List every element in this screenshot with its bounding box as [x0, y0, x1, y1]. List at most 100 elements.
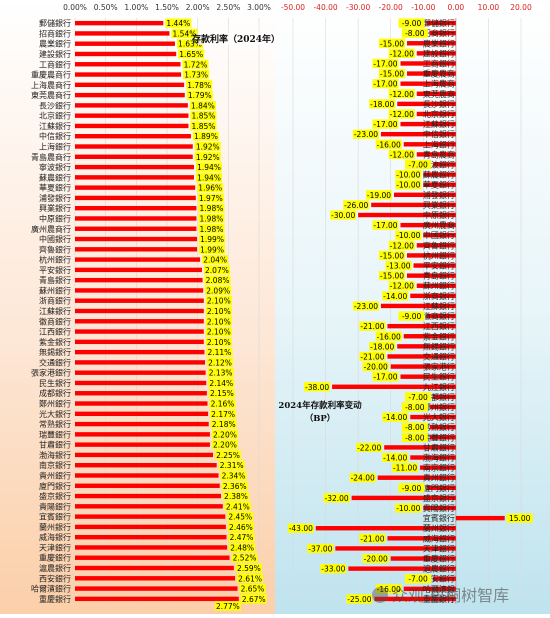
right-bar — [384, 445, 456, 450]
right-bar — [410, 455, 456, 460]
right-bar — [423, 182, 456, 187]
left-data-label-bg — [205, 306, 232, 316]
left-data-label: 2.34% — [222, 471, 246, 480]
right-category-label: 齊魯銀行 — [423, 240, 455, 250]
right-bar — [429, 30, 456, 36]
right-data-label: -38.00 — [305, 383, 329, 392]
left-category-label: 平安銀行 — [39, 265, 71, 275]
right-data-label-bg — [388, 89, 415, 99]
left-data-label: 2.17% — [211, 410, 235, 419]
right-data-label-bg — [379, 38, 405, 48]
left-data-label-bg — [195, 162, 222, 172]
right-bar — [407, 71, 456, 76]
right-data-label: -20.00 — [364, 363, 388, 372]
left-data-label-bg — [192, 131, 219, 141]
left-data-label-bg — [207, 368, 234, 378]
left-x-tick-label: 0.50% — [94, 3, 118, 12]
right-data-label-bg — [359, 321, 386, 331]
right-data-label: -15.00 — [380, 39, 404, 48]
right-data-label-bg — [388, 240, 415, 250]
left-data-label: 2.16% — [211, 400, 235, 409]
right-data-label-bg — [343, 200, 370, 210]
left-category-label: 上海銀行 — [39, 142, 71, 152]
right-data-label: -43.00 — [289, 524, 313, 533]
right-category-label: 渤海銀行 — [423, 453, 455, 463]
right-bar — [416, 283, 456, 288]
left-data-label-bg — [186, 90, 213, 100]
left-data-label: 2.77% — [216, 602, 240, 611]
left-bar — [75, 360, 206, 365]
right-category-label: 紫金銀行 — [423, 331, 455, 341]
left-category-label: 重慶銀行 — [39, 553, 71, 563]
left-data-label: 1.94% — [197, 163, 221, 172]
left-category-label: 無錫銀行 — [39, 347, 71, 357]
right-bar — [400, 121, 456, 127]
left-data-label: 1.85% — [192, 112, 216, 121]
left-bar — [75, 319, 204, 324]
right-data-label: -18.00 — [370, 342, 394, 351]
left-bar — [75, 565, 234, 571]
right-category-label: 重慶銀行 — [423, 554, 455, 564]
left-data-label: 2.18% — [212, 420, 236, 429]
left-data-label-bg — [215, 450, 241, 460]
left-bar — [75, 257, 201, 262]
right-data-label: -10.00 — [396, 504, 420, 513]
left-data-label-bg — [171, 28, 198, 39]
left-data-label-bg — [199, 244, 226, 254]
right-category-label: 貴州銀行 — [423, 473, 455, 483]
left-category-label: 杭州銀行 — [39, 255, 71, 265]
left-category-label: 郵儲銀行 — [39, 18, 71, 28]
right-data-label: -21.00 — [360, 352, 384, 361]
right-data-label: -19.00 — [367, 191, 391, 200]
left-bar — [75, 134, 191, 139]
left-data-label: 1.92% — [196, 143, 220, 152]
left-category-label: 江蘇銀行 — [39, 121, 71, 131]
left-data-label: 2.31% — [220, 461, 244, 470]
right-category-label: 江蘇銀行 — [423, 301, 455, 311]
right-data-label-bg — [352, 301, 379, 311]
right-data-label: -14.00 — [383, 292, 407, 301]
right-data-label: -20.00 — [364, 555, 388, 564]
left-bar — [75, 277, 203, 283]
right-data-label: -12.00 — [390, 110, 414, 119]
left-category-label: 中國銀行 — [39, 234, 71, 244]
left-x-tick-label: 2.00% — [186, 3, 210, 12]
left-category-label: 渤海銀行 — [39, 450, 71, 460]
right-data-label: -24.00 — [351, 474, 375, 483]
left-category-label: 哈爾濱銀行 — [31, 584, 71, 594]
left-data-label-bg — [197, 183, 224, 193]
right-data-label: -7.00 — [408, 393, 428, 402]
left-data-label: 2.38% — [224, 492, 248, 501]
left-data-label-bg — [178, 49, 205, 59]
left-data-label: 2.61% — [238, 574, 262, 583]
left-category-label: 中原銀行 — [39, 213, 71, 223]
right-data-label-bg — [346, 594, 373, 604]
right-bar — [387, 536, 456, 541]
right-x-tick-label: -40.00 — [313, 3, 337, 12]
left-data-label-bg — [198, 213, 225, 224]
left-category-label: 中信銀行 — [39, 131, 71, 141]
right-data-label-bg — [379, 68, 405, 79]
left-bar — [75, 493, 221, 499]
left-bar — [75, 62, 181, 67]
left-data-label-bg — [165, 18, 192, 28]
right-category-label: 青島農商 — [423, 149, 455, 159]
left-category-label: 鄭州銀行 — [39, 399, 71, 409]
left-data-label-bg — [206, 347, 233, 357]
watermark-text: 众观·梧桐树智库 — [392, 586, 510, 605]
right-data-label-bg — [382, 452, 409, 463]
left-data-label: 1.63% — [178, 40, 202, 49]
right-bar — [416, 111, 456, 117]
right-data-label: -17.00 — [373, 80, 397, 89]
right-data-label-bg — [369, 99, 396, 109]
left-data-label-bg — [208, 388, 235, 398]
left-bar — [75, 524, 226, 530]
left-data-label: 2.11% — [207, 348, 231, 357]
right-bar — [410, 293, 456, 299]
right-data-label-bg — [388, 281, 415, 291]
right-bar — [403, 142, 456, 147]
left-category-label: 建設銀行 — [39, 49, 71, 59]
left-category-label: 寧波銀行 — [39, 162, 71, 172]
left-category-label: 南京銀行 — [39, 460, 71, 470]
left-category-label: 蘭州銀行 — [39, 522, 71, 532]
